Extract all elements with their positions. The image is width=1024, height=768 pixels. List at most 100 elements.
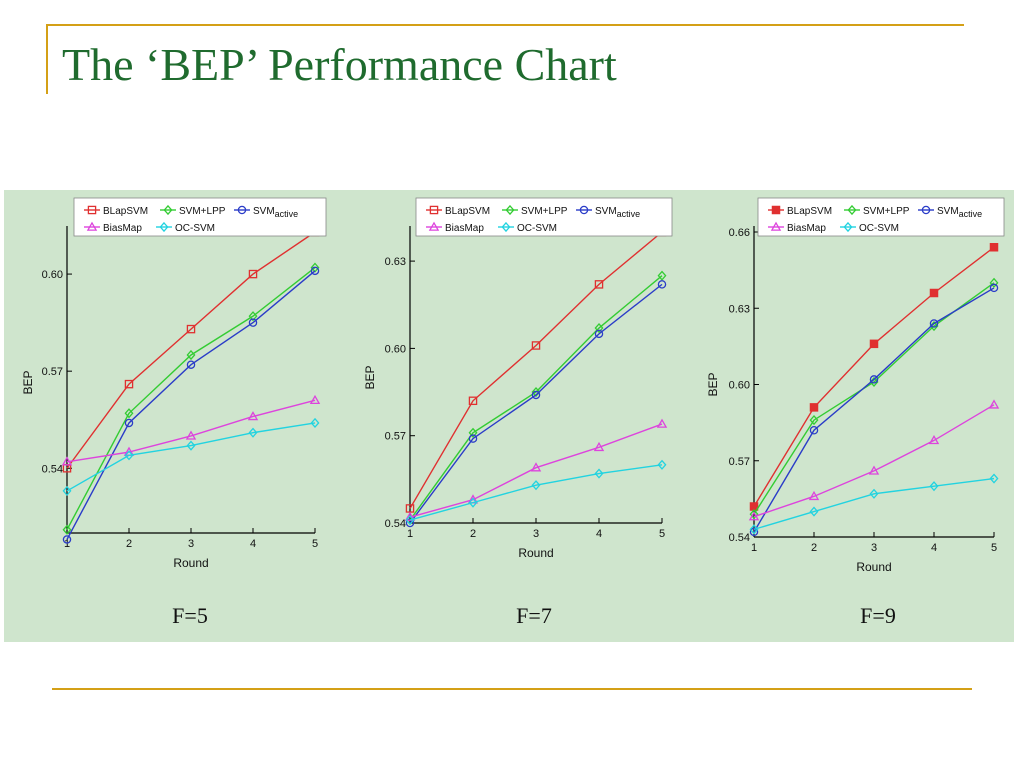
legend-label-subscript: active (617, 209, 641, 219)
data-point (594, 322, 604, 334)
data-point (808, 490, 820, 501)
chart-caption: F=5 (172, 603, 208, 628)
data-point (124, 408, 134, 419)
y-axis-label: BEP (363, 365, 377, 389)
data-point (929, 288, 939, 298)
title-accent-bar (46, 24, 48, 94)
data-point (657, 270, 667, 281)
data-point (310, 266, 320, 276)
legend-label: BiasMap (445, 223, 484, 234)
series-line (409, 283, 663, 524)
x-axis-label: Round (518, 546, 553, 560)
data-point (248, 311, 258, 322)
x-tick-label: 2 (811, 542, 817, 554)
data-point (657, 459, 667, 470)
y-tick-label: 0.57 (42, 366, 63, 378)
legend-item: SVMactive (234, 205, 299, 219)
series-line (66, 422, 316, 492)
legend-label: BiasMap (103, 223, 142, 234)
data-point (809, 425, 819, 435)
data-point (594, 280, 604, 289)
legend-box (415, 197, 673, 237)
legend-marker (428, 221, 440, 231)
legend-label: OC-SVM (517, 223, 557, 234)
x-tick-label: 5 (312, 538, 318, 550)
x-tick-label: 4 (250, 538, 256, 550)
chart-1: 1 2 3 4 5 0.54 0.57 0.60 Round BEP BLapSVM SVM+LPP S… (21, 197, 327, 628)
series-line (409, 231, 663, 509)
legend-label: BLapSVM (445, 206, 490, 217)
chart-caption: F=9 (860, 603, 896, 628)
y-tick-label: 0.54 (42, 463, 63, 475)
legend-label: OC-SVM (175, 223, 215, 234)
series-svm (749, 283, 999, 537)
y-tick-label: 0.60 (729, 380, 750, 392)
legend-item: BLapSVM (768, 205, 832, 217)
legend-label: BiasMap (787, 223, 826, 234)
legend-marker (86, 221, 98, 231)
data-point (124, 379, 134, 389)
data-point (989, 473, 999, 484)
legend-marker (921, 205, 931, 215)
x-tick-label: 1 (64, 538, 70, 550)
data-point (988, 399, 1000, 409)
data-point (869, 488, 879, 499)
y-axis-label: BEP (706, 372, 720, 396)
legend-marker (579, 205, 589, 215)
legend-marker (505, 204, 515, 216)
y-tick-label: 0.57 (729, 456, 750, 468)
y-tick-label: 0.63 (385, 256, 406, 268)
legend-marker (87, 205, 97, 215)
legend-label-subscript: active (959, 209, 983, 219)
legend-item: BLapSVM (426, 205, 490, 217)
data-point (748, 511, 760, 521)
x-tick-label: 2 (126, 538, 132, 550)
data-point (809, 403, 819, 412)
data-point (62, 535, 72, 544)
data-point (62, 524, 72, 535)
data-point (468, 497, 478, 508)
series-line (66, 270, 316, 540)
legend-item: BLapSVM (84, 205, 148, 217)
data-point (928, 435, 940, 445)
series-biasmap (61, 394, 321, 466)
data-point (186, 324, 196, 334)
legend-label: SVM+LPP (863, 206, 910, 217)
legend-label: SVMactive (595, 206, 640, 219)
chart-2: 1 2 3 4 5 0.54 0.57 0.60 0.63 Round BEP BLapSVM SVM+… (363, 197, 673, 628)
legend-marker (163, 204, 173, 216)
legend-item: BiasMap (84, 221, 142, 234)
x-axis-label: Round (856, 560, 891, 574)
legend-box (757, 197, 1005, 237)
legend-marker (843, 221, 853, 233)
x-tick-label: 5 (991, 542, 997, 554)
x-tick-label: 1 (407, 528, 413, 540)
series-oc-svm (749, 473, 999, 535)
data-point (309, 394, 321, 405)
footer-rule (52, 688, 972, 690)
series-line (66, 267, 316, 531)
legend-marker (771, 205, 781, 215)
data-point (185, 430, 197, 440)
legend-marker (237, 205, 247, 215)
x-tick-label: 4 (931, 542, 937, 554)
data-point (124, 418, 134, 428)
data-point (531, 341, 541, 350)
legend-marker (429, 205, 439, 215)
y-tick-label: 0.63 (729, 303, 750, 315)
series-line (409, 464, 663, 521)
legend-label-subscript: active (275, 209, 299, 219)
series-svm (62, 266, 320, 544)
chart-caption: F=7 (516, 603, 552, 628)
x-tick-label: 1 (751, 542, 757, 554)
series-line (66, 231, 316, 469)
data-point (310, 417, 320, 429)
legend-label: SVM+LPP (521, 206, 568, 217)
y-tick-label: 0.66 (729, 227, 750, 239)
data-point (869, 339, 879, 349)
x-tick-label: 4 (596, 528, 602, 540)
data-point (749, 524, 759, 535)
data-point (531, 390, 541, 400)
legend-label: OC-SVM (859, 223, 899, 234)
data-point (929, 319, 939, 328)
